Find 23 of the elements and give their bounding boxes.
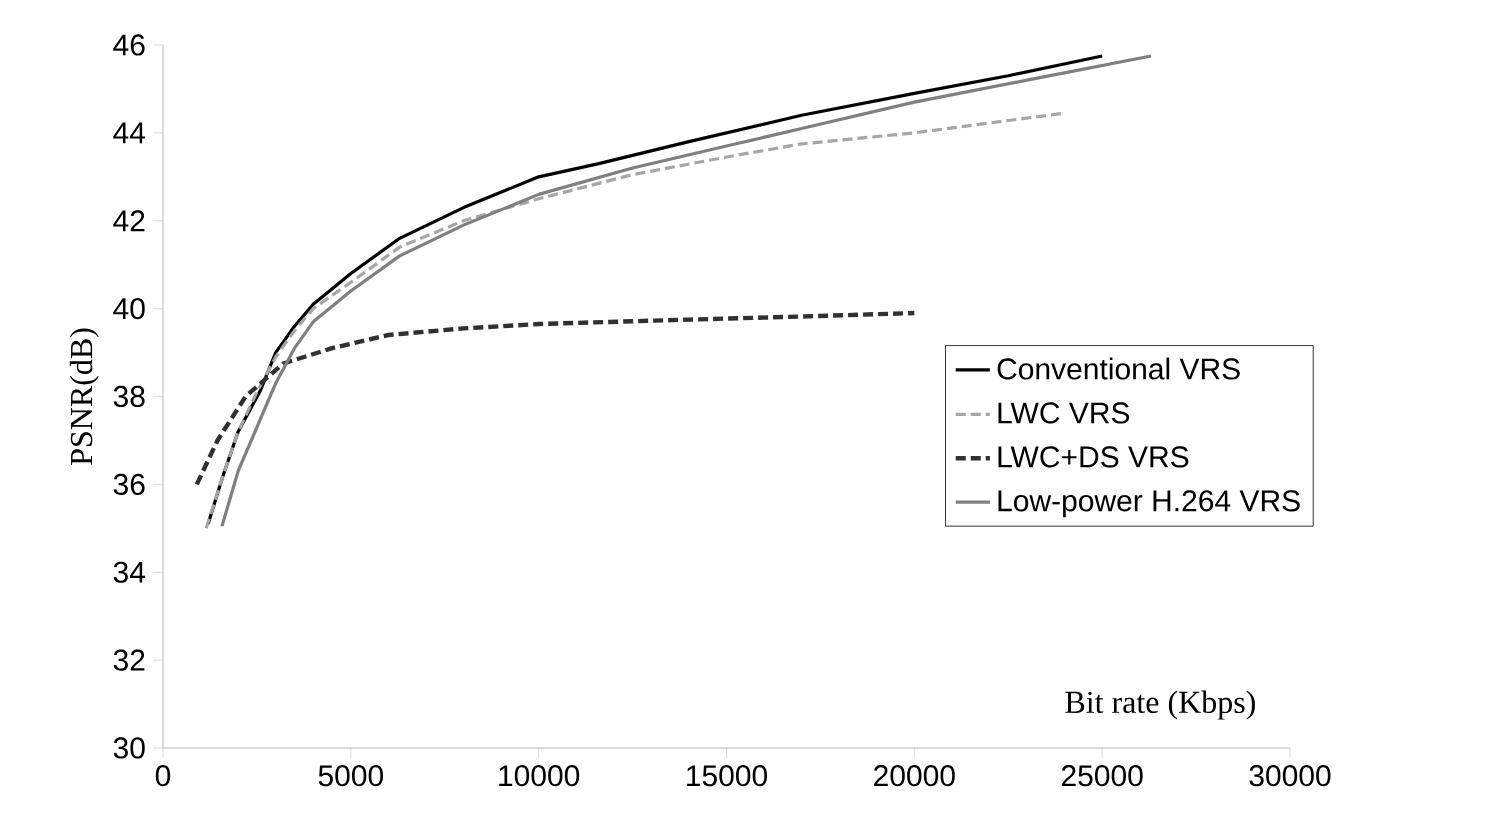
x-tick-label: 10000 [499, 765, 580, 787]
x-axis-title: Bit rate (Kbps) [1065, 690, 1255, 720]
legend-label: Conventional VRS [997, 357, 1240, 380]
y-tick-label: 38 [113, 385, 145, 408]
legend-label: LWC+DS VRS [998, 446, 1189, 468]
y-axis-title: PSNR(dB) [69, 328, 99, 465]
y-tick-label: 34 [113, 561, 146, 583]
y-tick-label: 44 [113, 122, 146, 144]
x-tick-label: 0 [155, 765, 171, 787]
y-tick-label: 30 [113, 737, 145, 759]
x-tick-label: 15000 [687, 765, 768, 787]
y-tick-label: 46 [113, 34, 145, 56]
y-tick-label: 40 [113, 298, 145, 320]
x-tick-label: 20000 [874, 765, 955, 787]
y-tick-label: 42 [113, 210, 145, 232]
x-tick-label: 25000 [1061, 765, 1143, 787]
y-tick-label: 32 [113, 649, 145, 671]
y-tick-label: 36 [113, 473, 145, 495]
legend-label: LWC VRS [998, 402, 1130, 424]
x-tick-label: 30000 [1249, 765, 1331, 787]
line-series [194, 310, 917, 487]
legend-label: Low-power H.264 VRS [998, 490, 1300, 518]
x-tick-label: 5000 [318, 765, 383, 787]
